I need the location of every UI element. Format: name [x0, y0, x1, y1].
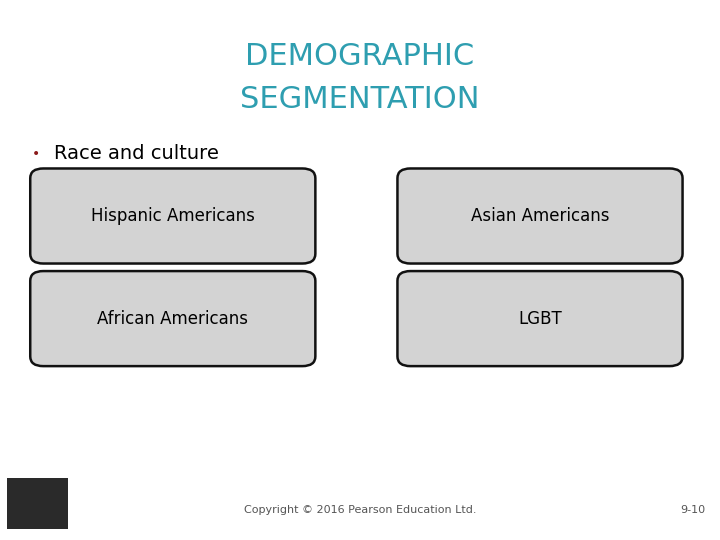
Text: Copyright © 2016 Pearson Education Ltd.: Copyright © 2016 Pearson Education Ltd. [244, 505, 476, 515]
FancyBboxPatch shape [7, 478, 68, 529]
Text: Race and culture: Race and culture [54, 144, 219, 164]
FancyBboxPatch shape [397, 271, 683, 366]
Text: DEMOGRAPHIC: DEMOGRAPHIC [246, 42, 474, 71]
Text: SEGMENTATION: SEGMENTATION [240, 85, 480, 114]
FancyBboxPatch shape [30, 271, 315, 366]
Text: Hispanic Americans: Hispanic Americans [91, 207, 255, 225]
FancyBboxPatch shape [30, 168, 315, 264]
FancyBboxPatch shape [397, 168, 683, 264]
Text: African Americans: African Americans [97, 309, 248, 328]
Text: Asian Americans: Asian Americans [471, 207, 609, 225]
Text: 9-10: 9-10 [680, 505, 706, 515]
Text: •: • [32, 147, 40, 161]
Text: LGBT: LGBT [518, 309, 562, 328]
